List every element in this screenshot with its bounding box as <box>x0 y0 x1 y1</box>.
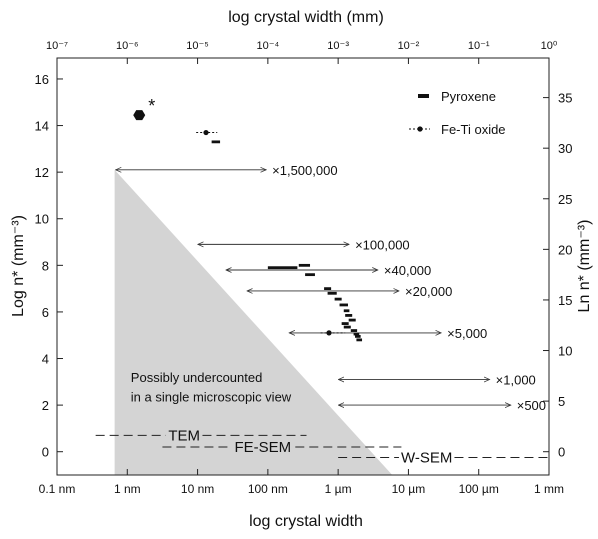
x-bottom-tick-label: 1 nm <box>114 482 141 496</box>
magnification-arrows-layer: ×1,500,000 ×100,000 ×40,000 ×20,000 ×5,000 ×1… <box>116 163 546 413</box>
pyroxene-bar <box>334 297 342 301</box>
asterisk-marker: * <box>148 96 155 116</box>
legend-fe-ti-label: Fe-Ti oxide <box>441 122 506 137</box>
magnification-label: ×500 <box>517 398 546 413</box>
x-bottom-tick-label: 100 nm <box>248 482 288 496</box>
legend-fe-ti-point <box>417 126 423 132</box>
y-left-tick-label: 0 <box>42 445 49 460</box>
y-left-tick-label: 10 <box>35 212 49 227</box>
pyroxene-bar <box>267 266 298 270</box>
x-top-label: log crystal width (mm) <box>228 9 384 26</box>
pyroxene-bar <box>298 263 311 267</box>
magnification-label: ×1,000 <box>496 372 536 387</box>
y-left-tick-label: 14 <box>35 119 49 134</box>
method-label: W-SEM <box>401 450 452 467</box>
pyroxene-bar <box>211 140 221 144</box>
y-left-tick-label: 4 <box>42 352 49 367</box>
y-right-label: Ln n* (mm⁻³) <box>576 220 593 313</box>
magnification-label: ×40,000 <box>384 263 431 278</box>
axes-layer: 0.1 nm 1 nm 10 nm 100 nm 1 µm 10 µm 100 µm 1 mm… <box>35 40 573 496</box>
pyroxene-bar <box>339 303 348 307</box>
x-top-tick-label: 10⁻⁶ <box>116 40 139 52</box>
x-bottom-tick-label: 1 mm <box>534 482 564 496</box>
magnification-label: ×5,000 <box>447 326 487 341</box>
pyroxene-bar <box>345 314 353 317</box>
x-bottom-tick-label: 1 µm <box>325 482 352 496</box>
y-right-tick-label: 10 <box>558 344 572 359</box>
shaded-region <box>114 169 393 475</box>
pyroxene-bar <box>348 318 356 322</box>
pyroxene-bar <box>355 334 361 338</box>
pyroxene-bar <box>353 332 360 336</box>
y-left-label: Log n* (mm⁻³) <box>10 215 27 317</box>
method-label: TEM <box>168 427 200 444</box>
shaded-region-layer: Possibly undercounted in a single microsc… <box>114 169 393 475</box>
pyroxene-bar <box>327 291 337 295</box>
x-bottom-label: log crystal width <box>249 513 363 530</box>
y-left-tick-label: 8 <box>42 258 49 273</box>
y-right-tick-label: 20 <box>558 242 572 257</box>
legend-pyroxene-label: Pyroxene <box>441 89 496 104</box>
x-bottom-tick-label: 0.1 nm <box>39 482 76 496</box>
y-left-tick-label: 16 <box>35 72 49 87</box>
x-bottom-tick-label: 10 µm <box>392 482 426 496</box>
y-right-tick-label: 5 <box>558 394 565 409</box>
y-left-tick-label: 6 <box>42 305 49 320</box>
plot-frame <box>56 57 550 476</box>
axis-labels-layer: log crystal width log crystal width (mm)… <box>10 9 593 530</box>
x-top-tick-label: 10⁰ <box>541 40 558 52</box>
pyroxene-bar <box>305 273 315 277</box>
x-bottom-tick-label: 100 µm <box>459 482 499 496</box>
methods-layer: TEM FE-SEM W-SEM <box>95 427 549 467</box>
x-top-tick-label: 10⁻⁵ <box>186 40 209 52</box>
y-left-tick-label: 12 <box>35 165 49 180</box>
legend-pyroxene-swatch <box>418 94 429 98</box>
legend: Pyroxene Fe-Ti oxide <box>409 89 506 137</box>
pyroxene-bar <box>343 325 351 329</box>
magnification-label: ×20,000 <box>405 284 452 299</box>
x-bottom-tick-label: 10 nm <box>181 482 214 496</box>
y-right-tick-label: 15 <box>558 293 572 308</box>
x-top-tick-label: 10⁻³ <box>327 40 349 52</box>
pyroxene-bar <box>350 329 358 332</box>
magnification-label: ×100,000 <box>355 237 410 252</box>
y-right-tick-label: 0 <box>558 445 565 460</box>
y-right-tick-label: 30 <box>558 141 572 156</box>
fe-ti-point <box>326 330 332 336</box>
pyroxene-bar <box>356 338 363 342</box>
pyroxene-bar <box>324 287 332 291</box>
x-top-tick-label: 10⁻⁷ <box>46 40 68 52</box>
shaded-region-label-line-2: in a single microscopic view <box>131 390 292 405</box>
x-top-tick-label: 10⁻⁴ <box>256 40 279 52</box>
pyroxene-bar <box>341 322 349 325</box>
y-left-tick-label: 2 <box>42 398 49 413</box>
magnification-label: ×1,500,000 <box>272 163 337 178</box>
shaded-region-label-line-1: Possibly undercounted <box>131 370 263 385</box>
x-top-tick-label: 10⁻² <box>398 40 420 52</box>
y-right-tick-label: 35 <box>558 91 572 106</box>
pyroxene-bar <box>343 309 350 313</box>
method-label: FE-SEM <box>234 439 291 456</box>
pyroxene-hexagon-marker <box>133 110 146 121</box>
y-right-tick-label: 25 <box>558 192 572 207</box>
x-top-tick-label: 10⁻¹ <box>468 40 490 52</box>
data-layer: * <box>133 96 363 342</box>
fe-ti-point <box>203 129 209 136</box>
